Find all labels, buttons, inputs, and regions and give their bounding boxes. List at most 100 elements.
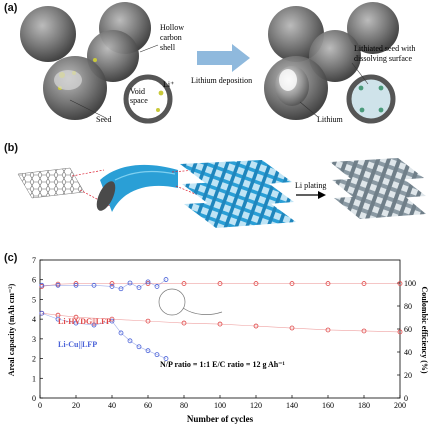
x-tick-label: 180: [358, 401, 370, 410]
panel-b: (b): [0, 140, 428, 230]
data-point: [181, 320, 187, 326]
panel-a: (a): [0, 0, 428, 135]
void-shell-diagram-left: [123, 74, 173, 124]
ratio-note: N/P ratio = 1:1 E/C ratio = 12 g Ah⁻¹: [160, 360, 285, 369]
highlight-arrow: [182, 307, 223, 315]
series-line: [41, 312, 167, 359]
data-point: [136, 344, 142, 350]
x-tick-label: 80: [180, 401, 188, 410]
data-point: [39, 282, 45, 288]
hollow-spheres-left: [20, 2, 151, 120]
label-hollow-3: shell: [160, 43, 176, 52]
y-left-tick-label: 6: [32, 276, 36, 285]
lithium-deposition-arrow: Lithium deposition: [191, 44, 252, 85]
data-point: [55, 282, 61, 288]
data-point: [145, 279, 151, 285]
data-point: [91, 282, 97, 288]
li-plating-arrow: Li plating: [295, 181, 326, 199]
data-point: [145, 318, 151, 324]
svg-text:Li plating: Li plating: [295, 181, 326, 190]
panel-b-schematic: Li plating: [17, 158, 426, 228]
plated-scaffold: [330, 158, 426, 219]
data-point: [325, 281, 331, 286]
label-lithiated-1: Lithiated seed with: [354, 44, 415, 53]
label-hollow-2: carbon: [160, 33, 182, 42]
x-tick-label: 60: [144, 401, 152, 410]
data-point: [73, 314, 79, 320]
data-point: [136, 285, 142, 290]
plot-frame: [39, 259, 401, 399]
legend-hvdg: Li-HVDG||LFP: [58, 317, 111, 326]
lithiated-shell-diagram-right: [346, 74, 396, 124]
y-right-tick-label: 80: [404, 302, 412, 311]
label-hollow-1: Hollow: [160, 23, 184, 32]
label-void-2: space: [130, 96, 148, 105]
data-point: [253, 281, 259, 286]
data-point: [127, 338, 133, 344]
y-left-tick-label: 3: [32, 335, 36, 344]
series-line: [41, 279, 167, 290]
data-point: [109, 281, 115, 286]
y-axis-left-label: Areal capacity (mAh cm⁻²): [7, 283, 16, 376]
data-point: [154, 352, 160, 358]
data-point: [118, 330, 124, 336]
panel-c-label: (c): [4, 252, 18, 264]
series-line: [41, 283, 400, 287]
label-lithiated-2: dissolving surface: [354, 54, 412, 63]
y-right-tick-label: 0: [404, 394, 408, 403]
y-left-tick-label: 7: [32, 256, 36, 265]
data-point: [145, 348, 151, 354]
series-3: [39, 277, 169, 292]
graphene-sheet: [17, 167, 85, 199]
data-point: [127, 280, 133, 286]
label-seed: Seed: [96, 115, 112, 124]
y-left-tick-label: 4: [32, 315, 36, 324]
x-axis-label: Number of cycles: [187, 414, 254, 424]
y-axis-right-label: Coulombic efficiency (%): [420, 286, 428, 373]
data-point: [163, 356, 169, 361]
x-tick-label: 140: [286, 401, 298, 410]
y-right-tick-label: 40: [404, 348, 412, 357]
data-point: [154, 284, 160, 289]
y-left-tick-label: 5: [32, 295, 36, 304]
data-point: [217, 281, 223, 286]
legend-cu: Li-Cu||LFP: [58, 340, 97, 349]
y-right-tick-label: 60: [404, 325, 412, 334]
data-point: [163, 277, 169, 282]
y-left-tick-label: 2: [32, 355, 36, 364]
x-tick-label: 200: [394, 401, 406, 410]
data-point: [361, 281, 367, 286]
panel-a-schematic: Hollow carbon shell Void space Li⁺ Seed …: [20, 2, 415, 124]
data-point: [397, 329, 403, 335]
x-tick-label: 160: [322, 401, 334, 410]
highlight-circle: [158, 288, 186, 316]
data-point: [73, 282, 79, 288]
x-tick-label: 100: [214, 401, 226, 410]
woven-scaffold: [180, 160, 296, 228]
label-lithium: Lithium: [317, 115, 344, 124]
series-1: [39, 310, 169, 361]
series-line: [41, 312, 401, 333]
label-li-ion: Li⁺: [163, 80, 174, 89]
y-left-tick-label: 1: [32, 374, 36, 383]
data-point: [55, 316, 61, 322]
data-point: [91, 322, 97, 328]
x-tick-label: 120: [250, 401, 262, 410]
data-point: [361, 328, 367, 334]
data-point: [217, 321, 223, 327]
x-tick-label: 0: [38, 401, 42, 410]
data-point: [289, 281, 295, 286]
data-point: [289, 325, 295, 331]
svg-text:Lithium deposition: Lithium deposition: [191, 76, 252, 85]
data-point: [253, 323, 259, 329]
y-left-tick-label: 0: [32, 394, 36, 403]
data-point: [181, 281, 187, 286]
label-void-1: Void: [130, 87, 145, 96]
y-right-tick-label: 20: [404, 371, 412, 380]
x-tick-label: 20: [72, 401, 80, 410]
data-point: [325, 327, 331, 333]
data-point: [109, 318, 115, 324]
data-point: [118, 286, 124, 292]
x-tick-label: 40: [108, 401, 116, 410]
